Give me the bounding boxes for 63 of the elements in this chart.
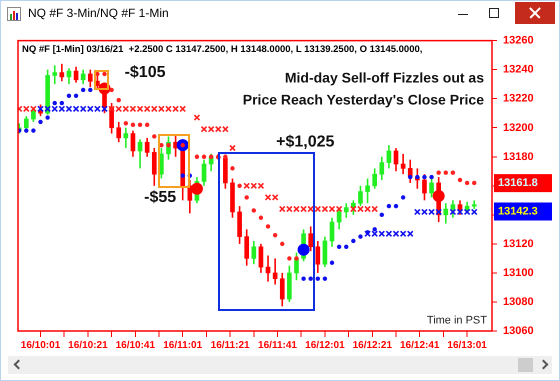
candlestick — [315, 240, 320, 274]
candlestick — [272, 258, 278, 286]
candlestick — [258, 243, 264, 274]
candlestick — [116, 121, 122, 144]
candlestick — [294, 252, 299, 281]
candlestick — [379, 156, 384, 181]
candlestick — [400, 153, 406, 175]
x-tick-label: 16/11:21 — [210, 340, 250, 351]
y-tick-label: 13220 — [503, 92, 534, 105]
candlestick — [52, 64, 58, 85]
y-tick-label: 13080 — [503, 296, 534, 308]
candlestick — [202, 158, 206, 187]
candlestick — [443, 202, 448, 224]
candlestick — [152, 147, 157, 187]
candlestick — [322, 236, 328, 268]
candlestick — [144, 137, 150, 158]
candlestick — [429, 176, 434, 198]
candlestick — [386, 144, 392, 170]
x-tick-label: 16/12:01 — [305, 340, 346, 351]
candlestick — [74, 66, 78, 84]
y-tick-label: 13180 — [503, 150, 534, 163]
chart-title: NQ #F 3-Min/NQ #F 1-Min — [28, 6, 169, 20]
annotation: Time in PST — [426, 314, 488, 327]
candlestick — [138, 138, 142, 170]
y-tick-label: 13100 — [503, 266, 534, 279]
y-tick-label: 13260 — [503, 34, 534, 47]
candlestick — [330, 216, 334, 248]
x-tick-label: 16/11:01 — [163, 340, 203, 351]
candlestick — [308, 226, 314, 252]
candlestick — [88, 68, 93, 88]
candlestick — [66, 67, 72, 85]
chart-subtitle: NQ #F [1-Min] 03/16/21 +2.2500 C 13147.2500, H 13148.0000, L 13139.2500, O 13145.0000, — [22, 44, 422, 56]
candlestick — [365, 178, 370, 204]
x-tick-label: 16/10:41 — [116, 340, 156, 351]
y-tick-label: 13120 — [503, 238, 534, 250]
text: 13161.8 — [498, 177, 538, 190]
candlestick — [422, 173, 427, 202]
annotation: +$1,025 — [276, 134, 334, 151]
candlestick — [60, 63, 64, 82]
y-tick-label: 13240 — [503, 64, 534, 76]
candlestick — [124, 126, 128, 149]
candlestick — [244, 228, 250, 266]
candlestick — [266, 254, 270, 282]
x-tick-label: 16/11:41 — [258, 340, 298, 351]
candlestick — [280, 272, 285, 308]
candlestick — [394, 147, 398, 172]
y-tick-label: 13060 — [503, 325, 534, 338]
x-tick-label: 16/12:21 — [352, 340, 392, 351]
annotation: -$105 — [124, 64, 166, 81]
x-tick-label: 16/10:01 — [20, 340, 61, 351]
candlestick — [130, 130, 136, 158]
text: 13142.3 — [498, 206, 538, 218]
candlestick — [24, 115, 29, 132]
candlestick — [344, 202, 349, 219]
y-tick-label: 13200 — [503, 122, 534, 134]
candlestick — [251, 240, 256, 266]
candlestick — [80, 68, 86, 85]
x-tick-label: 16/12:41 — [400, 340, 440, 351]
x-tick-label: 16/10:21 — [68, 340, 108, 351]
candlestick — [372, 168, 378, 190]
annotation: Mid-day Sell-off Fizzles out as Price Reach Yesterday's Close Price — [242, 69, 484, 108]
annotation: -$55 — [144, 188, 176, 206]
x-tick-label: 16/13:01 — [447, 340, 488, 351]
